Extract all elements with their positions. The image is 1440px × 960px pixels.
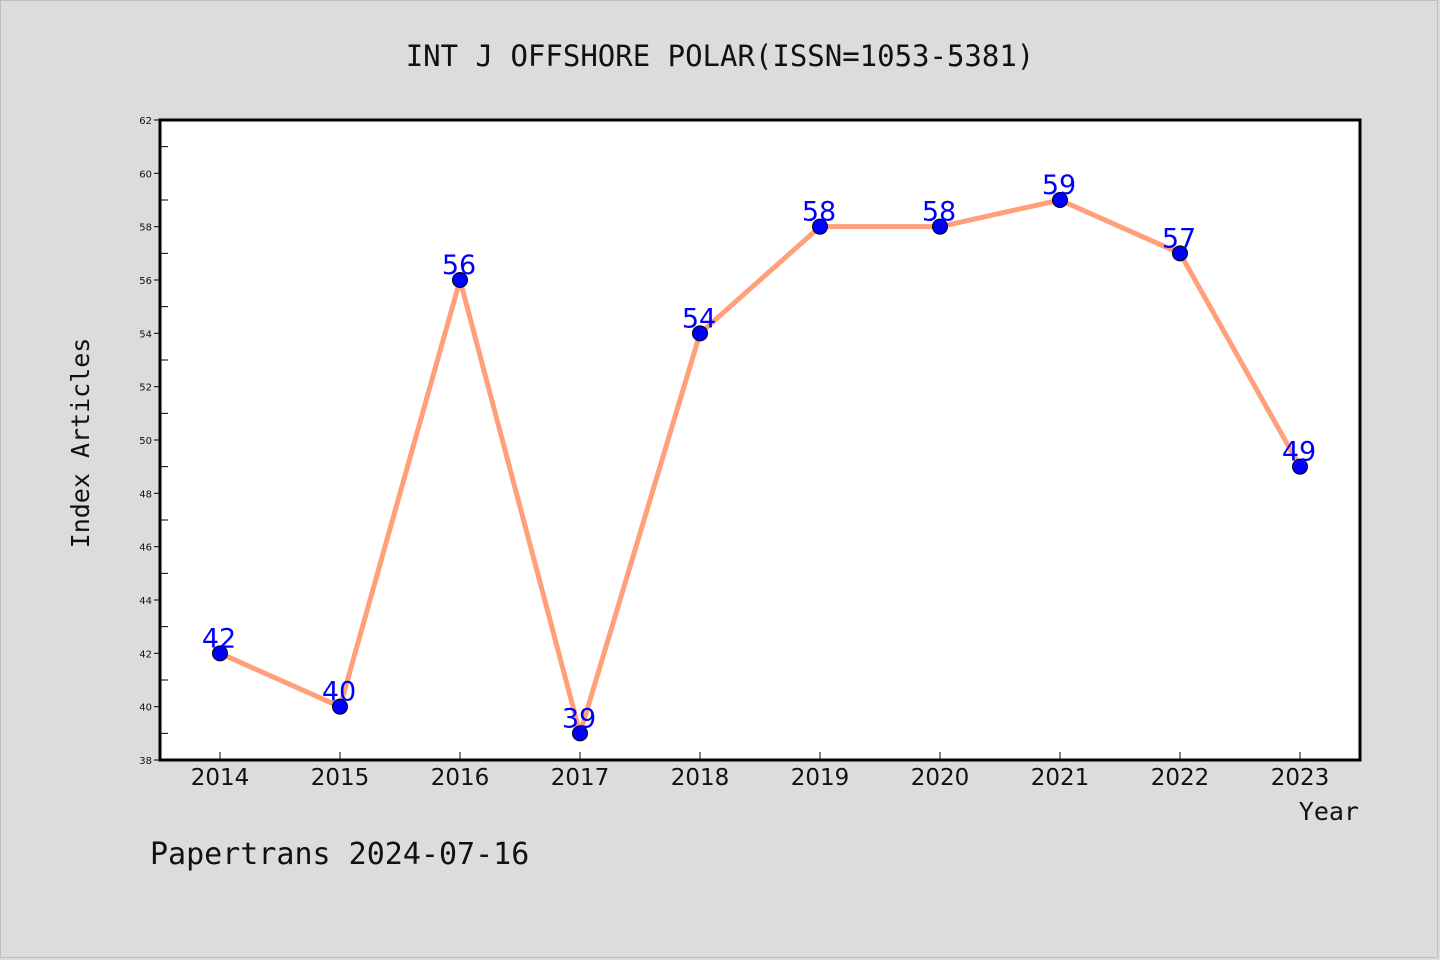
y-tick-label: 38 <box>139 756 152 767</box>
data-point <box>572 725 588 742</box>
y-tick-label: 40 <box>139 703 152 714</box>
series-line-group <box>212 192 1308 742</box>
y-tick-label: 50 <box>139 436 152 447</box>
x-tick-label: 2014 <box>191 765 250 791</box>
y-axis-label: Index Articles <box>66 338 95 549</box>
x-tick-label: 2021 <box>1031 765 1090 791</box>
x-tick-label: 2018 <box>671 765 730 791</box>
y-tick-label: 44 <box>139 596 152 607</box>
data-point <box>1292 458 1308 475</box>
x-tick-label: 2017 <box>551 765 610 791</box>
data-label: 57 <box>1162 223 1196 254</box>
data-point <box>332 698 348 715</box>
x-tick-label: 2023 <box>1271 765 1330 791</box>
y-tick-label: 52 <box>139 383 152 394</box>
x-tick-label: 2019 <box>791 765 850 791</box>
series-line <box>218 197 1303 736</box>
data-label: 39 <box>562 703 596 734</box>
y-tick-label: 42 <box>139 649 152 660</box>
y-tick-label: 58 <box>139 223 152 234</box>
data-label: 58 <box>802 197 836 228</box>
data-label-group: 42 40 56 39 54 58 58 59 57 49 <box>202 170 1316 734</box>
data-label: 54 <box>682 303 716 334</box>
x-tick-label: 2015 <box>311 765 370 791</box>
data-label: 58 <box>922 197 956 228</box>
data-label: 42 <box>202 623 236 654</box>
data-point <box>1172 245 1188 262</box>
plot-area <box>158 118 1362 762</box>
x-tick-label: 2022 <box>1151 765 1210 791</box>
data-label: 59 <box>1042 170 1076 201</box>
x-tick-label: 2020 <box>911 765 970 791</box>
chart-title: INT J OFFSHORE POLAR(ISSN=1053-5381) <box>406 39 1035 73</box>
y-axis: 38 40 42 44 46 48 50 52 54 56 58 60 62 <box>139 116 168 767</box>
data-label: 40 <box>322 677 356 708</box>
data-point <box>452 272 468 288</box>
y-tick-label: 56 <box>139 276 152 287</box>
x-tick-label: 2016 <box>431 765 490 791</box>
y-tick-label: 46 <box>139 543 152 554</box>
data-point <box>812 218 828 235</box>
y-tick-label: 54 <box>139 329 152 340</box>
y-tick-label: 62 <box>139 116 152 127</box>
data-point <box>692 325 708 342</box>
x-axis: 2014 2015 2016 2017 2018 2019 2020 2021 2022 2023 <box>191 752 1330 791</box>
footer-watermark: Papertrans 2024-07-16 <box>150 837 529 872</box>
y-tick-label: 60 <box>139 169 152 180</box>
x-axis-label: Year <box>1299 797 1359 826</box>
data-point <box>212 645 228 662</box>
y-tick-label: 48 <box>139 489 152 500</box>
data-label: 49 <box>1282 437 1316 468</box>
data-label: 56 <box>442 250 476 281</box>
data-point <box>1052 192 1068 208</box>
data-point <box>932 218 948 235</box>
